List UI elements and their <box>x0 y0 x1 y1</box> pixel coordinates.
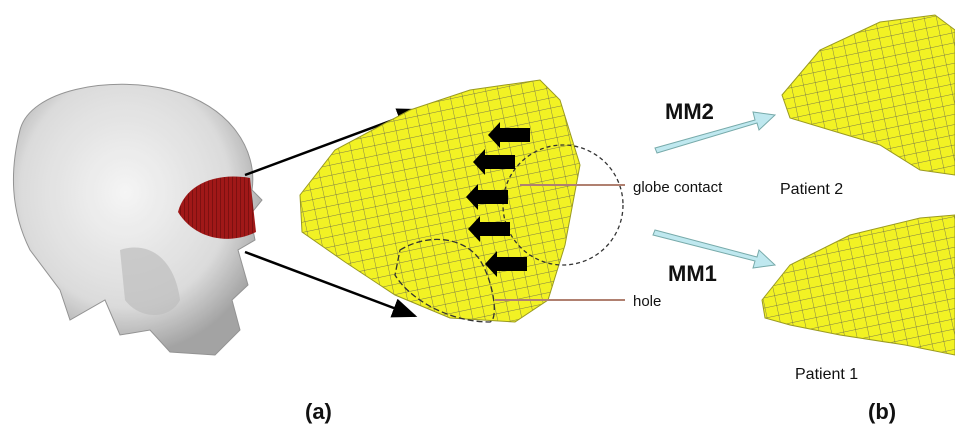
annotation: globe contact <box>633 179 723 196</box>
method-label: MM1 <box>668 261 717 286</box>
panel-label: (a) <box>305 399 332 424</box>
patient-mesh <box>762 215 955 355</box>
method-label: MM2 <box>665 99 714 124</box>
patient-label: Patient 2 <box>780 181 843 198</box>
page: globe contact hole MM2 MM1 Patient 2 Pat… <box>0 0 955 428</box>
panel-label: (b) <box>868 399 896 424</box>
annotation: hole <box>633 293 661 310</box>
skull <box>13 84 262 355</box>
orbit-mesh <box>300 80 580 322</box>
patient-mesh <box>782 15 955 175</box>
figure: globe contact hole MM2 MM1 Patient 2 Pat… <box>0 0 955 428</box>
patient-label: Patient 1 <box>795 366 858 383</box>
